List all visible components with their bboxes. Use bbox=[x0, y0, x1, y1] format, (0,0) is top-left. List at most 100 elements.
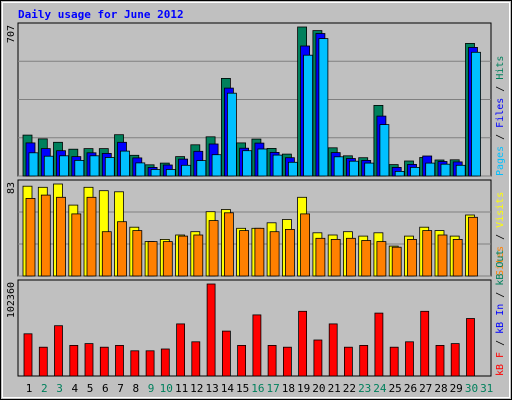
day-label-24: 24 bbox=[373, 382, 387, 395]
bar-sites-day-21 bbox=[330, 238, 341, 277]
bar-pages-day-18 bbox=[287, 161, 298, 177]
day-label-27: 27 bbox=[419, 382, 432, 395]
bar-pages-day-16 bbox=[257, 148, 268, 177]
legend-entry: / bbox=[495, 80, 506, 98]
bar-pages-day-8 bbox=[135, 162, 146, 177]
day-label-9: 9 bbox=[148, 382, 155, 395]
bar-pages-day-3 bbox=[59, 155, 69, 177]
day-label-8: 8 bbox=[132, 382, 139, 395]
legend-entry: Hits bbox=[495, 56, 506, 80]
bar-kbf-day-24 bbox=[374, 312, 384, 377]
bar-pages-day-29 bbox=[455, 164, 466, 177]
bar-pages-day-25 bbox=[394, 170, 405, 177]
bar-kbf-day-9 bbox=[145, 350, 155, 377]
bar-kbf-day-12 bbox=[191, 341, 201, 377]
bar-pages-day-1 bbox=[28, 152, 39, 177]
panel-legend: Pages / Files / Hits bbox=[495, 56, 506, 176]
bar-sites-day-27 bbox=[422, 230, 433, 277]
bar-sites-day-25 bbox=[391, 246, 402, 277]
day-label-6: 6 bbox=[102, 382, 109, 395]
legend-entry: kB F bbox=[495, 352, 506, 376]
bar-kbf-day-3 bbox=[54, 325, 63, 377]
bar-pages-day-28 bbox=[440, 163, 451, 177]
bar-sites-day-6 bbox=[101, 231, 112, 277]
day-label-15: 15 bbox=[236, 382, 249, 395]
bar-pages-day-17 bbox=[272, 154, 283, 177]
bar-kbf-day-18 bbox=[282, 346, 292, 377]
bar-pages-day-22 bbox=[348, 160, 359, 177]
bar-pages-day-27 bbox=[425, 162, 436, 177]
bar-kbf-day-1 bbox=[23, 333, 33, 377]
bar-kbf-day-28 bbox=[435, 344, 445, 377]
bar-sites-day-7 bbox=[117, 221, 127, 277]
bar-kbf-day-29 bbox=[450, 343, 460, 377]
bar-sites-day-8 bbox=[132, 230, 143, 277]
panel-legend: Sites / Visits bbox=[495, 192, 506, 276]
day-label-22: 22 bbox=[343, 382, 356, 395]
bar-kbf-day-26 bbox=[405, 341, 414, 377]
bar-sites-day-3 bbox=[56, 196, 66, 277]
bar-pages-day-12 bbox=[196, 160, 207, 177]
bar-pages-day-26 bbox=[410, 166, 420, 177]
day-label-11: 11 bbox=[175, 382, 188, 395]
bar-kbf-day-27 bbox=[420, 310, 430, 377]
bar-sites-day-12 bbox=[193, 234, 204, 277]
bar-sites-day-16 bbox=[254, 227, 265, 277]
bar-kbf-day-17 bbox=[267, 344, 277, 377]
bar-sites-day-22 bbox=[345, 237, 356, 277]
day-label-14: 14 bbox=[221, 382, 235, 395]
bar-pages-day-15 bbox=[242, 150, 253, 177]
day-label-10: 10 bbox=[160, 382, 173, 395]
bar-pages-day-4 bbox=[74, 159, 85, 177]
legend-entry: Files bbox=[495, 98, 506, 128]
legend-entry: Pages bbox=[495, 146, 506, 176]
bar-pages-day-6 bbox=[104, 157, 115, 177]
day-label-19: 19 bbox=[297, 382, 310, 395]
legend-entry: Visits bbox=[495, 192, 506, 228]
bar-sites-day-5 bbox=[86, 196, 97, 277]
legend-entry: / bbox=[495, 286, 506, 304]
bar-kbf-day-21 bbox=[328, 323, 338, 377]
bar-pages-day-7 bbox=[120, 150, 130, 177]
bar-sites-day-1 bbox=[25, 197, 36, 277]
bar-kbf-day-23 bbox=[359, 344, 369, 377]
bar-pages-day-5 bbox=[89, 155, 100, 177]
bar-kbf-day-16 bbox=[252, 314, 262, 377]
day-label-25: 25 bbox=[389, 382, 402, 395]
legend-entry: kB Out bbox=[495, 250, 506, 286]
bar-kbf-day-19 bbox=[298, 310, 308, 377]
bar-kbf-day-15 bbox=[237, 344, 247, 377]
day-label-4: 4 bbox=[71, 382, 78, 395]
bar-sites-day-28 bbox=[437, 234, 448, 277]
bar-sites-day-29 bbox=[452, 238, 463, 277]
day-label-29: 29 bbox=[450, 382, 463, 395]
bar-sites-day-19 bbox=[300, 213, 311, 277]
bar-sites-day-23 bbox=[361, 240, 372, 277]
day-label-13: 13 bbox=[205, 382, 218, 395]
bar-kbf-day-6 bbox=[99, 346, 109, 377]
day-label-7: 7 bbox=[117, 382, 124, 395]
bar-pages-day-2 bbox=[43, 155, 54, 177]
bar-pages-day-14 bbox=[226, 92, 237, 177]
bar-pages-day-10 bbox=[165, 169, 176, 177]
bar-kbf-day-10 bbox=[160, 348, 170, 377]
legend-entry: / bbox=[495, 128, 506, 146]
legend-entry: / bbox=[495, 228, 506, 246]
bar-pages-day-30 bbox=[471, 51, 481, 177]
legend-entry: / bbox=[495, 334, 506, 352]
chart-title: Daily usage for June 2012 bbox=[18, 8, 184, 21]
bar-kbf-day-7 bbox=[115, 344, 124, 377]
bar-sites-day-24 bbox=[376, 241, 387, 277]
bar-sites-day-10 bbox=[162, 241, 173, 277]
day-label-5: 5 bbox=[87, 382, 94, 395]
bar-kbf-day-13 bbox=[206, 283, 216, 377]
bar-kbf-day-22 bbox=[343, 346, 353, 377]
bar-pages-day-11 bbox=[181, 164, 192, 177]
panel-visits_sites: 83 Sites / Visits bbox=[6, 179, 506, 277]
panel-hits_files_pages: 707 Pages / Files / Hits bbox=[6, 22, 506, 177]
panel-max-label: 707 bbox=[6, 25, 17, 43]
bar-pages-day-13 bbox=[211, 154, 222, 177]
day-label-1: 1 bbox=[26, 382, 33, 395]
day-label-12: 12 bbox=[190, 382, 203, 395]
